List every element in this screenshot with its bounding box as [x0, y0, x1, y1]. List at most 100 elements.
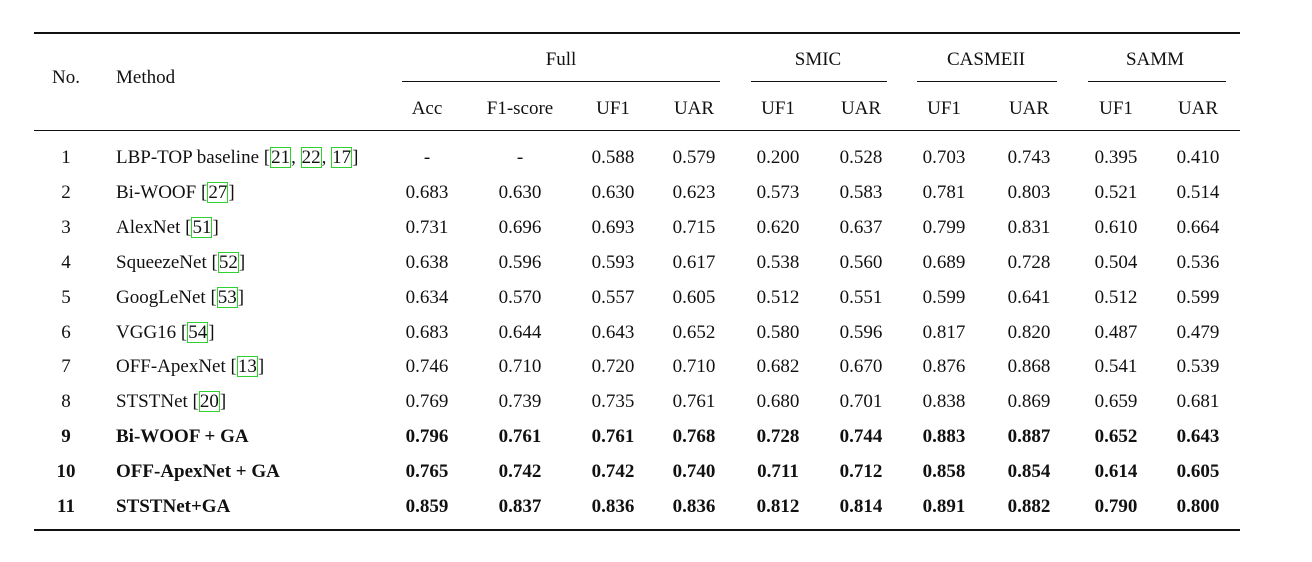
table-cell: 0.504 — [1094, 251, 1138, 273]
column-header-no: No. — [52, 67, 80, 88]
table-cell: 0.593 — [591, 251, 635, 273]
table-cell: 0.659 — [1094, 391, 1138, 413]
table-cell: 0.652 — [1094, 426, 1138, 448]
table-cell: 0.617 — [672, 251, 716, 273]
group-header-samm: SAMM — [1125, 49, 1185, 70]
table-cell: 0.761 — [498, 426, 542, 448]
table-cell: 0.781 — [922, 181, 966, 203]
table-cell: 0.682 — [756, 356, 800, 378]
table-cell: 0.731 — [405, 216, 449, 238]
column-header-uf1: UF1 — [1099, 98, 1133, 119]
table-cell: 0.683 — [405, 321, 449, 343]
table-cell: 0.746 — [405, 356, 449, 378]
row-number: 10 — [56, 461, 76, 483]
table-cell: 0.664 — [1176, 216, 1220, 238]
table-cell: 0.638 — [405, 251, 449, 273]
table-cell: 0.395 — [1094, 147, 1138, 168]
citation-link[interactable]: 13 — [236, 356, 258, 378]
table-cell: 0.800 — [1176, 496, 1220, 517]
table-cell: 0.858 — [922, 461, 966, 483]
method-name: LBP-TOP baseline [21, 22, 17] — [116, 147, 359, 168]
citation-link[interactable]: 27 — [207, 181, 229, 203]
table-cell: 0.820 — [1007, 321, 1051, 343]
table-cell: 0.538 — [756, 251, 800, 273]
table-cell: 0.580 — [756, 321, 800, 343]
citation-link[interactable]: 22 — [300, 147, 322, 168]
table-cell: 0.588 — [591, 147, 635, 168]
citation-link[interactable]: 17 — [331, 147, 353, 168]
citation-link[interactable]: 52 — [217, 251, 239, 273]
citation-link[interactable]: 20 — [198, 391, 220, 413]
table-cell: 0.868 — [1007, 356, 1051, 378]
table-cell: 0.620 — [756, 216, 800, 238]
table-cell: 0.765 — [405, 461, 449, 483]
row-number: 8 — [61, 391, 71, 413]
column-header-uar: UAR — [840, 98, 882, 119]
row-number: 3 — [61, 216, 71, 238]
row-number: 2 — [61, 181, 71, 203]
table-cell: 0.573 — [756, 181, 800, 203]
citation-link[interactable]: 51 — [191, 216, 213, 238]
citation-link[interactable]: 53 — [216, 286, 238, 308]
column-header-uf1: UF1 — [596, 98, 630, 119]
table-cell: 0.680 — [756, 391, 800, 413]
table-cell: 0.701 — [839, 391, 883, 413]
group-rule-smic — [751, 81, 887, 82]
table-cell: 0.710 — [672, 356, 716, 378]
header-rule — [34, 130, 1240, 131]
table-cell: 0.539 — [1176, 356, 1220, 378]
table-cell: 0.715 — [672, 216, 716, 238]
table-cell: 0.739 — [498, 391, 542, 413]
method-name: VGG16 [54] — [116, 321, 215, 343]
table-cell: 0.869 — [1007, 391, 1051, 413]
table-cell: 0.838 — [922, 391, 966, 413]
table-cell: 0.637 — [839, 216, 883, 238]
table-cell: 0.711 — [757, 461, 799, 483]
column-header-uar: UAR — [673, 98, 715, 119]
table-cell: 0.883 — [922, 426, 966, 448]
table-cell: 0.769 — [405, 391, 449, 413]
group-header-casmeii: CASMEII — [946, 49, 1026, 70]
table-cell: 0.720 — [591, 356, 635, 378]
method-name: STSTNet+GA — [116, 496, 231, 517]
table-cell: 0.551 — [839, 286, 883, 308]
table-cell: 0.693 — [591, 216, 635, 238]
table-cell: 0.836 — [591, 496, 635, 517]
table-cell: 0.599 — [922, 286, 966, 308]
table-cell: 0.514 — [1176, 181, 1220, 203]
table-cell: 0.630 — [591, 181, 635, 203]
table-cell: 0.887 — [1007, 426, 1051, 448]
table-cell: 0.761 — [672, 391, 716, 413]
column-header-uf1: UF1 — [761, 98, 795, 119]
row-number: 4 — [61, 251, 71, 273]
table-cell: 0.521 — [1094, 181, 1138, 203]
method-name: AlexNet [51] — [116, 216, 219, 238]
column-header-method: Method — [116, 67, 176, 88]
table-cell: 0.643 — [591, 321, 635, 343]
method-name: SqueezeNet [52] — [116, 251, 246, 273]
table-cell: 0.536 — [1176, 251, 1220, 273]
table-cell: - — [516, 147, 524, 168]
table-cell: 0.744 — [839, 426, 883, 448]
table-cell: 0.681 — [1176, 391, 1220, 413]
row-number: 9 — [61, 426, 71, 448]
table-cell: 0.614 — [1094, 461, 1138, 483]
method-name: Bi-WOOF [27] — [116, 181, 235, 203]
table-cell: 0.859 — [405, 496, 449, 517]
table-cell: 0.596 — [839, 321, 883, 343]
column-header-f1-score: F1-score — [486, 98, 554, 119]
method-name: STSTNet [20] — [116, 391, 227, 413]
table-cell: 0.605 — [672, 286, 716, 308]
table-cell: 0.557 — [591, 286, 635, 308]
table-cell: 0.683 — [405, 181, 449, 203]
column-header-acc: Acc — [411, 98, 443, 119]
group-header-full: Full — [545, 49, 577, 70]
column-header-uar: UAR — [1177, 98, 1219, 119]
table-cell: 0.854 — [1007, 461, 1051, 483]
table-cell: 0.831 — [1007, 216, 1051, 238]
citation-link[interactable]: 54 — [187, 321, 209, 343]
citation-link[interactable]: 21 — [270, 147, 292, 168]
table-cell: 0.670 — [839, 356, 883, 378]
group-rule-full — [402, 81, 720, 82]
table-cell: 0.803 — [1007, 181, 1051, 203]
